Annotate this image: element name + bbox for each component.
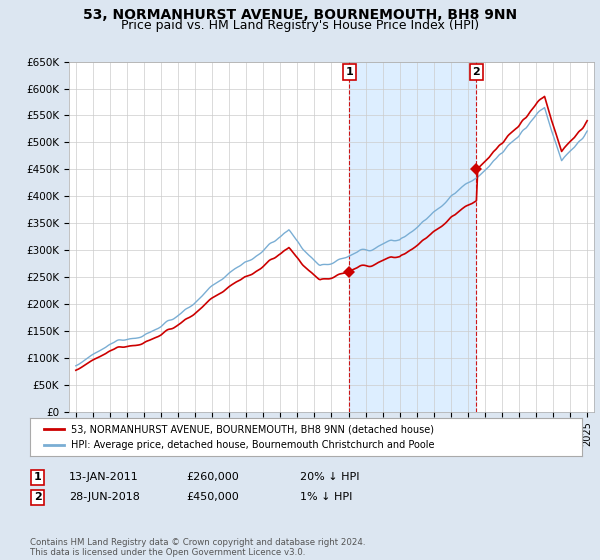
Bar — [349, 62, 476, 412]
Text: 53, NORMANHURST AVENUE, BOURNEMOUTH, BH8 9NN: 53, NORMANHURST AVENUE, BOURNEMOUTH, BH8… — [83, 8, 517, 22]
Text: Price paid vs. HM Land Registry's House Price Index (HPI): Price paid vs. HM Land Registry's House … — [121, 19, 479, 32]
Text: 2: 2 — [472, 67, 480, 77]
Text: £260,000: £260,000 — [186, 472, 239, 482]
Text: £450,000: £450,000 — [186, 492, 239, 502]
Text: 28-JUN-2018: 28-JUN-2018 — [69, 492, 140, 502]
Text: 1% ↓ HPI: 1% ↓ HPI — [300, 492, 352, 502]
Text: 1: 1 — [346, 67, 353, 77]
Text: 13-JAN-2011: 13-JAN-2011 — [69, 472, 139, 482]
Text: 20% ↓ HPI: 20% ↓ HPI — [300, 472, 359, 482]
Text: 2: 2 — [34, 492, 41, 502]
Text: Contains HM Land Registry data © Crown copyright and database right 2024.
This d: Contains HM Land Registry data © Crown c… — [30, 538, 365, 557]
Text: 1: 1 — [34, 472, 41, 482]
Legend: 53, NORMANHURST AVENUE, BOURNEMOUTH, BH8 9NN (detached house), HPI: Average pric: 53, NORMANHURST AVENUE, BOURNEMOUTH, BH8… — [40, 421, 439, 454]
